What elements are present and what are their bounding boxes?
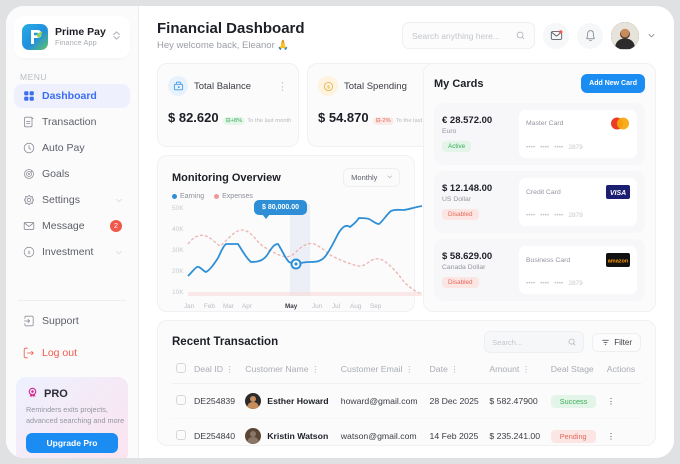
svg-text:20K: 20K (172, 268, 184, 275)
svg-text:Jan: Jan (184, 303, 195, 310)
svg-text:Sep: Sep (370, 303, 382, 310)
svg-text:$: $ (27, 250, 30, 256)
svg-text:Feb: Feb (204, 303, 215, 310)
svg-text:amazon: amazon (608, 259, 629, 265)
svg-text:30K: 30K (172, 247, 184, 254)
svg-text:Jul: Jul (332, 303, 340, 310)
svg-text:Apr: Apr (242, 303, 252, 310)
svg-text:40K: 40K (172, 226, 184, 233)
svg-text:May: May (285, 303, 298, 310)
svg-text:Aug: Aug (350, 303, 362, 310)
svg-text:Mar: Mar (223, 303, 234, 310)
svg-text:50K: 50K (172, 205, 184, 212)
svg-text:10K: 10K (172, 289, 184, 296)
svg-text:Jun: Jun (312, 303, 323, 310)
svg-text:$: $ (327, 84, 330, 89)
svg-text:VISA: VISA (610, 190, 626, 197)
